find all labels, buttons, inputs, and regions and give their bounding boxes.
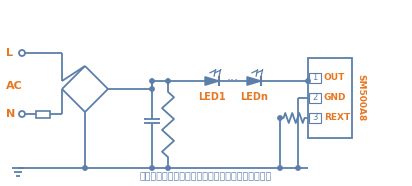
Text: 3: 3: [312, 113, 318, 123]
Text: 2: 2: [312, 94, 318, 102]
Text: LEDn: LEDn: [240, 92, 268, 102]
Bar: [309, 93, 321, 103]
Polygon shape: [247, 77, 261, 85]
Circle shape: [83, 166, 87, 170]
Bar: [36, 110, 50, 118]
Circle shape: [278, 116, 282, 120]
Text: OUT: OUT: [324, 73, 345, 83]
Text: N: N: [6, 109, 15, 119]
Text: 1: 1: [312, 73, 318, 83]
Bar: [309, 113, 321, 123]
Circle shape: [150, 79, 154, 83]
Circle shape: [166, 166, 170, 170]
Text: GND: GND: [324, 94, 346, 102]
Circle shape: [296, 166, 300, 170]
Circle shape: [306, 79, 310, 83]
Bar: [309, 73, 321, 83]
Text: AC: AC: [6, 81, 23, 91]
Circle shape: [166, 79, 170, 83]
Circle shape: [150, 166, 154, 170]
Text: 备注：上图电源可以是交流电源，也可为直流电源。: 备注：上图电源可以是交流电源，也可为直流电源。: [140, 172, 272, 182]
Text: REXT: REXT: [324, 113, 350, 123]
Bar: [308, 58, 352, 138]
Text: SM500A8: SM500A8: [356, 74, 365, 122]
Polygon shape: [205, 77, 219, 85]
Text: ···: ···: [227, 75, 239, 87]
Circle shape: [150, 87, 154, 91]
Text: LED1: LED1: [198, 92, 226, 102]
Text: L: L: [6, 48, 13, 58]
Circle shape: [278, 166, 282, 170]
